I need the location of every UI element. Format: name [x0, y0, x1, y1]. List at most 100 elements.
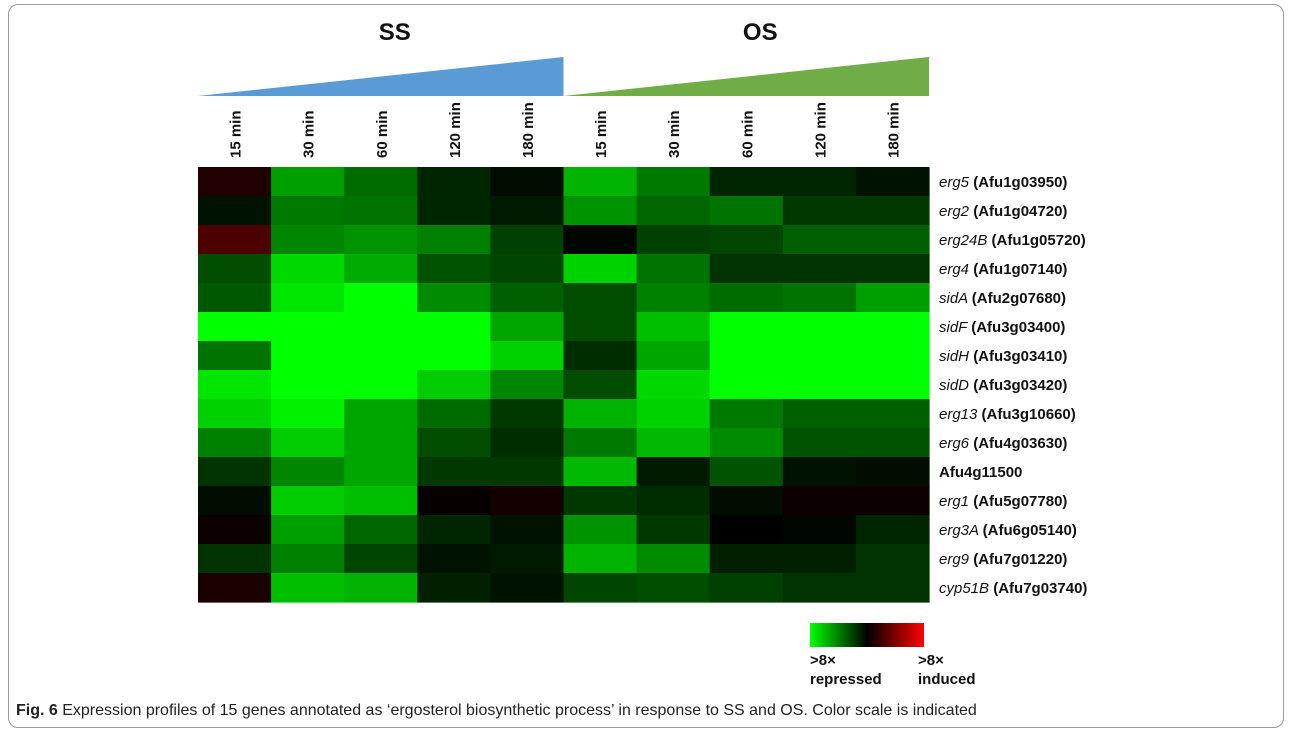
heatmap-cell [782, 283, 857, 313]
heatmap-cell [490, 515, 565, 545]
heatmap-cell [417, 573, 491, 603]
column-label: 120 min [447, 102, 464, 158]
gene-id: (Afu3g10660) [982, 406, 1076, 423]
heatmap-cell [344, 399, 418, 429]
heatmap-cell [490, 196, 565, 226]
heatmap-cell [417, 341, 491, 371]
heatmap-cell [636, 399, 711, 429]
heatmap-cell [344, 341, 418, 371]
row-label: erg6 (Afu4g03630) [939, 435, 1067, 452]
heatmap-cell [417, 254, 491, 284]
gene-name: erg1 [939, 493, 973, 510]
column-label: 15 min [593, 110, 610, 158]
group-wedge-ss [198, 57, 564, 96]
gene-name: erg2 [939, 203, 973, 220]
heatmap-cell [636, 486, 711, 516]
heatmap-cell [198, 399, 272, 429]
heatmap-cell [271, 196, 345, 226]
gene-id: Afu4g11500 [939, 464, 1022, 481]
heatmap-cell [271, 399, 345, 429]
column-label: 30 min [301, 110, 318, 158]
heatmap-cell [198, 225, 272, 255]
heatmap-cell [563, 428, 638, 458]
row-label: erg13 (Afu3g10660) [939, 406, 1076, 423]
heatmap-cell [709, 283, 784, 313]
heatmap-cell [490, 486, 565, 516]
heatmap-cell [417, 283, 491, 313]
heatmap-cell [417, 515, 491, 545]
heatmap-cell [198, 428, 272, 458]
gene-id: (Afu1g07140) [973, 261, 1067, 278]
heatmap-cell [490, 167, 565, 197]
gene-id: (Afu4g03630) [973, 435, 1067, 452]
heatmap-cell [636, 515, 711, 545]
heatmap-figure: SS OS 15 min 30 min 60 min 120 min 180 min 15 m… [198, 19, 1087, 688]
heatmap-cell [271, 573, 345, 603]
gene-id: (Afu3g03410) [973, 348, 1067, 365]
column-label: 30 min [666, 110, 683, 158]
heatmap-cell [782, 341, 857, 371]
column-label: 180 min [520, 102, 537, 158]
heatmap-cell [198, 370, 272, 400]
scale-min-label: >8× [810, 652, 836, 669]
heatmap-cell [417, 370, 491, 400]
heatmap-cell [855, 515, 930, 545]
heatmap-cell [782, 399, 857, 429]
heatmap-cell [709, 457, 784, 487]
heatmap-cell [198, 457, 272, 487]
heatmap-cell [417, 167, 491, 197]
gene-name: erg5 [939, 174, 973, 191]
heatmap-cell [563, 544, 638, 574]
gene-id: (Afu1g04720) [973, 203, 1067, 220]
heatmap-cell [271, 370, 345, 400]
heatmap-cell [198, 573, 272, 603]
row-label: sidD (Afu3g03420) [939, 377, 1067, 394]
heatmap-cell [271, 283, 345, 313]
heatmap-cell [563, 196, 638, 226]
heatmap-cell [490, 457, 565, 487]
group-label-os: OS [743, 19, 778, 46]
heatmap-cell [636, 341, 711, 371]
heatmap-cell [709, 573, 784, 603]
heatmap-cell [636, 370, 711, 400]
heatmap-cell [490, 254, 565, 284]
heatmap-cell [490, 283, 565, 313]
heatmap-cell [782, 515, 857, 545]
heatmap-cell [855, 196, 930, 226]
gene-id: (Afu6g05140) [983, 522, 1077, 539]
heatmap-cell [271, 167, 345, 197]
heatmap-cell [417, 544, 491, 574]
heatmap-cell [563, 399, 638, 429]
heatmap-cell [709, 515, 784, 545]
column-label: 60 min [739, 110, 756, 158]
heatmap-cell [782, 457, 857, 487]
heatmap-cell [855, 457, 930, 487]
gene-name: sidD [939, 377, 973, 394]
heatmap-cell [636, 167, 711, 197]
gene-id: (Afu7g03740) [993, 580, 1087, 597]
heatmap-cell [563, 486, 638, 516]
column-label: 15 min [228, 110, 245, 158]
row-label: sidF (Afu3g03400) [939, 319, 1065, 336]
heatmap-cell [271, 254, 345, 284]
row-label: erg1 (Afu5g07780) [939, 493, 1067, 510]
gene-name: erg6 [939, 435, 973, 452]
heatmap-cell [855, 486, 930, 516]
heatmap-cell [636, 573, 711, 603]
row-label: cyp51B (Afu7g03740) [939, 580, 1087, 597]
heatmap-cell [344, 428, 418, 458]
gene-name: erg13 [939, 406, 982, 423]
heatmap-cell [490, 225, 565, 255]
row-label: erg4 (Afu1g07140) [939, 261, 1067, 278]
heatmap-cell [563, 254, 638, 284]
row-label: erg9 (Afu7g01220) [939, 551, 1067, 568]
heatmap-cell [198, 167, 272, 197]
color-scale-bar [810, 623, 924, 647]
heatmap-cell [709, 486, 784, 516]
heatmap-cell [782, 225, 857, 255]
heatmap-cell [344, 254, 418, 284]
gene-name: erg3A [939, 522, 983, 539]
heatmap-cell [417, 399, 491, 429]
heatmap-cell [344, 225, 418, 255]
heatmap-cell [636, 283, 711, 313]
